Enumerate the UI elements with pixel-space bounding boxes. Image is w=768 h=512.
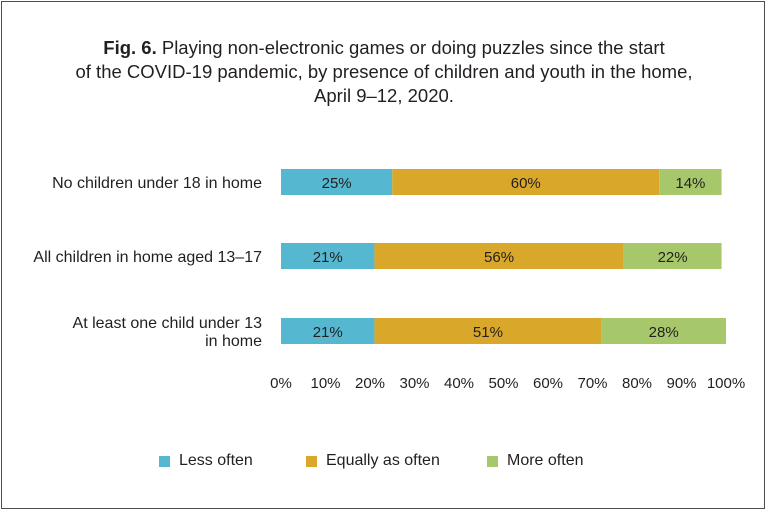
data-label: 21%: [313, 249, 343, 266]
data-label: 60%: [511, 175, 541, 192]
x-tick-label: 30%: [399, 375, 429, 392]
bar-segment: [392, 169, 660, 195]
x-tick-label: 50%: [488, 375, 518, 392]
bar-segment: [601, 318, 726, 344]
legend: Less often Equally as often More often: [0, 452, 768, 478]
data-label: 21%: [313, 324, 343, 341]
category-label: No children under 18 in home: [52, 175, 262, 192]
bar-segment: [281, 169, 393, 195]
x-tick-label: 60%: [533, 375, 563, 392]
title-line-1: Playing non-electronic games or doing pu…: [161, 37, 665, 58]
bar-segment: [374, 318, 602, 344]
category-label: At least one child under 13 in home: [73, 315, 263, 350]
data-label: 14%: [675, 175, 705, 192]
legend-swatch: [159, 455, 170, 467]
legend-item: Less often: [159, 452, 253, 470]
legend-item: More often: [487, 452, 583, 470]
title-line-2: of the COVID-19 pandemic, by presence of…: [75, 61, 693, 82]
bar-segment: [623, 243, 722, 269]
figure-number: Fig. 6.: [103, 37, 157, 58]
title-line-3: April 9–12, 2020.: [314, 85, 454, 106]
chart-title: Fig. 6. Playing non-electronic games or …: [0, 36, 768, 108]
x-tick-label: 0%: [270, 375, 292, 392]
bar-segment: [281, 243, 375, 269]
legend-item: Equally as often: [306, 452, 440, 470]
data-label: 28%: [649, 324, 679, 341]
x-tick-label: 90%: [666, 375, 696, 392]
legend-label: Less often: [179, 452, 253, 469]
bar-segment: [374, 243, 624, 269]
data-label: 56%: [484, 249, 514, 266]
x-tick-label: 20%: [355, 375, 385, 392]
data-label: 25%: [322, 175, 352, 192]
legend-swatch: [487, 455, 498, 467]
bar-segment: [659, 169, 722, 195]
data-label: 22%: [658, 249, 688, 266]
x-tick-label: 80%: [622, 375, 652, 392]
x-tick-label: 10%: [310, 375, 340, 392]
x-tick-label: 70%: [577, 375, 607, 392]
data-label: 51%: [473, 324, 503, 341]
legend-swatch: [306, 455, 317, 467]
legend-label: Equally as often: [326, 452, 440, 469]
legend-label: More often: [507, 452, 584, 469]
x-tick-label: 100%: [707, 375, 745, 392]
category-label: All children in home aged 13–17: [33, 249, 262, 266]
bar-segment: [281, 318, 375, 344]
x-tick-label: 40%: [444, 375, 474, 392]
